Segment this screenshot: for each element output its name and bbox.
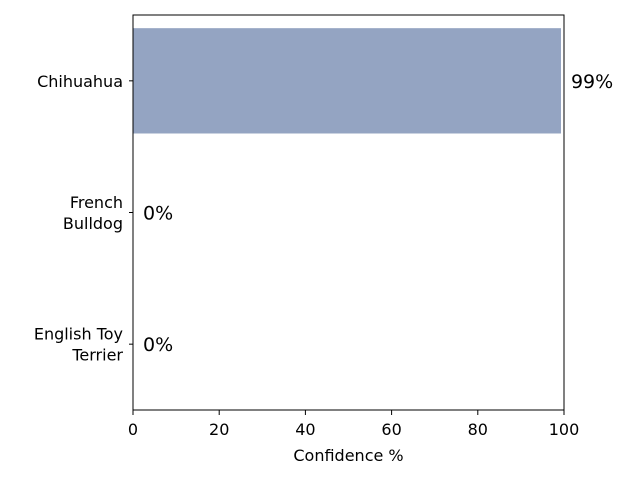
value-label-2: 0% [143, 334, 173, 356]
x-tick-label-4: 80 [468, 420, 488, 439]
category-label-line: French [70, 193, 123, 212]
bar-0 [133, 28, 561, 134]
category-label-line: English Toy [34, 325, 123, 344]
value-label-0: 99% [571, 71, 613, 93]
x-tick-label-1: 20 [209, 420, 229, 439]
category-label-1: French Bulldog [63, 193, 123, 233]
value-labels-group: 99% 0% 0% [143, 71, 613, 356]
x-tick-label-3: 60 [381, 420, 401, 439]
x-axis-title: Confidence % [293, 446, 403, 465]
category-label-line: Bulldog [63, 214, 123, 233]
x-tick-label-0: 0 [128, 420, 138, 439]
y-axis: Chihuahua French Bulldog English Toy Terrier [34, 72, 133, 365]
category-label-line: Terrier [71, 346, 123, 365]
x-tick-label-5: 100 [549, 420, 580, 439]
category-label-2: English Toy Terrier [34, 325, 124, 365]
value-label-1: 0% [143, 203, 173, 225]
x-tick-label-2: 40 [295, 420, 315, 439]
category-label-line: Chihuahua [37, 72, 123, 91]
bars-group [133, 28, 561, 134]
category-label-0: Chihuahua [37, 72, 123, 91]
x-axis: 0 20 40 60 80 100 [128, 410, 579, 439]
